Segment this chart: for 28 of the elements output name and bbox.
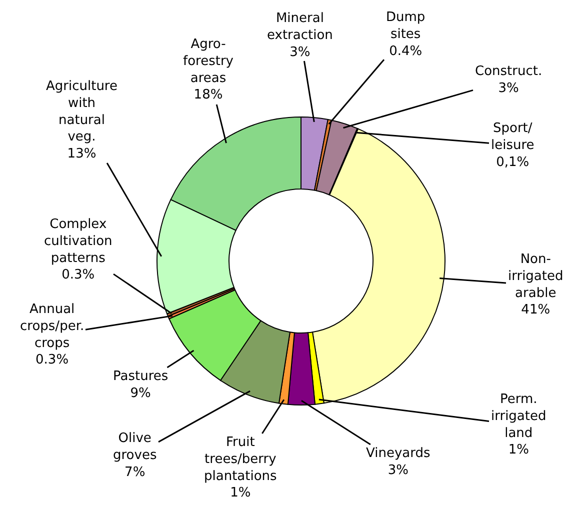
slice-label: Construct. <box>475 64 542 79</box>
data-label: 3% <box>290 44 310 60</box>
slice-label: Agriculture with natural veg. <box>46 79 118 145</box>
data-label: 13% <box>67 146 96 162</box>
slice-label: Pastures <box>113 369 168 384</box>
slice-label: Vineyards <box>366 446 430 461</box>
slice-label: Perm. irrigated land <box>491 392 546 441</box>
slice-label: Agro- forestry areas <box>183 37 234 86</box>
slice-label: Complex cultivation patterns <box>44 217 112 266</box>
slice-label: Dump sites <box>386 10 426 42</box>
data-label: 1% <box>230 486 251 501</box>
data-label: 18% <box>194 88 223 103</box>
slice-label: Fruit trees/berry plantations <box>204 435 278 484</box>
data-label: 0.3% <box>36 352 69 368</box>
data-label: 0.4% <box>389 44 422 59</box>
slice-label: Annual crops/per. crops <box>20 302 84 351</box>
data-label: 0,1% <box>496 154 530 170</box>
data-label: 3% <box>388 462 408 478</box>
slice-label: Sport/ leisure <box>491 121 534 153</box>
slice-label: Mineral extraction <box>267 11 333 43</box>
data-label: 9% <box>130 386 151 401</box>
data-label: 1% <box>508 442 529 458</box>
data-label: 41% <box>521 302 550 318</box>
slice-label: Olive groves <box>113 431 157 463</box>
slice-label: Non- irrigated arable <box>508 252 564 301</box>
data-label: 7% <box>124 464 146 480</box>
data-label: 0.3% <box>62 268 95 283</box>
data-label: 3% <box>498 80 519 96</box>
